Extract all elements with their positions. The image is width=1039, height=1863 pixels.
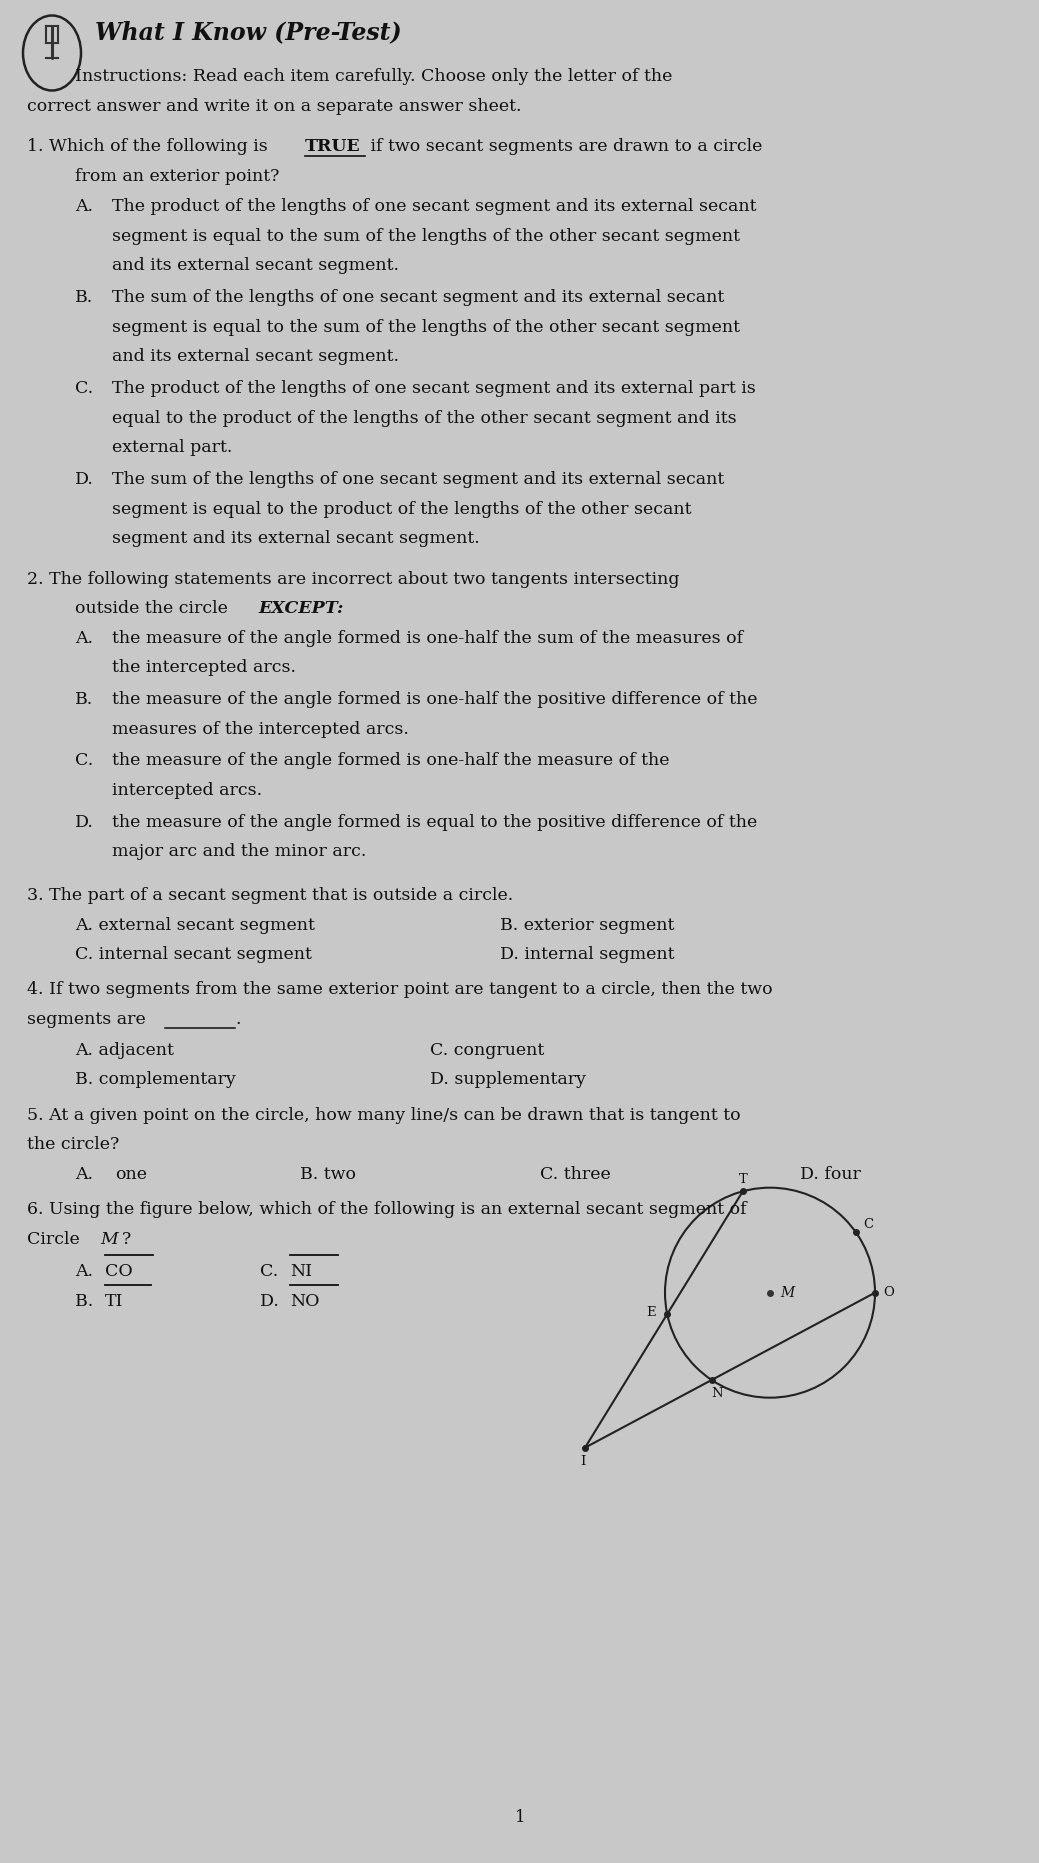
Text: equal to the product of the lengths of the other secant segment and its: equal to the product of the lengths of t…: [112, 410, 737, 427]
Text: the measure of the angle formed is equal to the positive difference of the: the measure of the angle formed is equal…: [112, 814, 757, 831]
Text: Circle: Circle: [27, 1231, 85, 1248]
Text: C. internal secant segment: C. internal secant segment: [75, 946, 312, 963]
Text: What I Know (Pre-Test): What I Know (Pre-Test): [95, 20, 402, 45]
Text: 2. The following statements are incorrect about two tangents intersecting: 2. The following statements are incorrec…: [27, 570, 680, 587]
Text: The product of the lengths of one secant segment and its external part is: The product of the lengths of one secant…: [112, 380, 755, 397]
Text: D.: D.: [75, 471, 94, 488]
Text: C. congruent: C. congruent: [430, 1041, 544, 1058]
Text: outside the circle: outside the circle: [75, 600, 234, 617]
Text: NI: NI: [290, 1263, 312, 1280]
Text: E: E: [646, 1306, 656, 1319]
Text: B.: B.: [75, 289, 94, 306]
Text: I: I: [581, 1455, 586, 1468]
Text: A. adjacent: A. adjacent: [75, 1041, 174, 1058]
Text: A.: A.: [75, 630, 94, 646]
Text: B.: B.: [75, 691, 94, 708]
Text: The product of the lengths of one secant segment and its external secant: The product of the lengths of one secant…: [112, 199, 756, 216]
Text: EXCEPT:: EXCEPT:: [258, 600, 343, 617]
Text: C.: C.: [75, 753, 94, 769]
Text: A.: A.: [75, 199, 94, 216]
Text: N: N: [711, 1388, 722, 1401]
Text: 4. If two segments from the same exterior point are tangent to a circle, then th: 4. If two segments from the same exterio…: [27, 982, 773, 999]
Text: external part.: external part.: [112, 440, 233, 456]
Text: B. two: B. two: [300, 1166, 356, 1183]
Text: C.: C.: [75, 380, 94, 397]
Text: A.: A.: [75, 1263, 99, 1280]
Text: and its external secant segment.: and its external secant segment.: [112, 257, 399, 274]
Text: C. three: C. three: [540, 1166, 611, 1183]
Text: from an exterior point?: from an exterior point?: [75, 168, 279, 184]
Text: The sum of the lengths of one secant segment and its external secant: The sum of the lengths of one secant seg…: [112, 471, 724, 488]
Text: segment and its external secant segment.: segment and its external secant segment.: [112, 531, 480, 548]
Text: B.: B.: [75, 1293, 99, 1310]
Text: the measure of the angle formed is one-half the sum of the measures of: the measure of the angle formed is one-h…: [112, 630, 743, 646]
Text: the intercepted arcs.: the intercepted arcs.: [112, 660, 296, 676]
Text: segment is equal to the product of the lengths of the other secant: segment is equal to the product of the l…: [112, 501, 692, 518]
Text: intercepted arcs.: intercepted arcs.: [112, 782, 262, 799]
Text: .: .: [235, 1012, 240, 1028]
Text: 1. Which of the following is: 1. Which of the following is: [27, 138, 273, 155]
Text: segments are: segments are: [27, 1012, 145, 1028]
Text: B. exterior segment: B. exterior segment: [500, 917, 674, 933]
Text: M: M: [780, 1285, 794, 1300]
Text: B. complementary: B. complementary: [75, 1071, 236, 1088]
Text: one: one: [115, 1166, 146, 1183]
Text: C.: C.: [260, 1263, 284, 1280]
Text: 5. At a given point on the circle, how many line/s can be drawn that is tangent : 5. At a given point on the circle, how m…: [27, 1107, 741, 1123]
Text: A. external secant segment: A. external secant segment: [75, 917, 315, 933]
Text: 3. The part of a secant segment that is outside a circle.: 3. The part of a secant segment that is …: [27, 887, 513, 904]
Text: the circle?: the circle?: [27, 1136, 119, 1153]
Text: 6. Using the figure below, which of the following is an external secant segment : 6. Using the figure below, which of the …: [27, 1202, 747, 1218]
Text: D. four: D. four: [800, 1166, 861, 1183]
Text: 1: 1: [514, 1809, 526, 1826]
Text: CO: CO: [105, 1263, 133, 1280]
Text: correct answer and write it on a separate answer sheet.: correct answer and write it on a separat…: [27, 99, 522, 116]
Text: O: O: [883, 1285, 895, 1299]
Text: A.: A.: [75, 1166, 94, 1183]
Text: segment is equal to the sum of the lengths of the other secant segment: segment is equal to the sum of the lengt…: [112, 319, 740, 335]
Text: T: T: [739, 1172, 747, 1185]
Text: TRUE: TRUE: [305, 138, 361, 155]
Text: major arc and the minor arc.: major arc and the minor arc.: [112, 844, 367, 861]
Text: Instructions: Read each item carefully. Choose only the letter of the: Instructions: Read each item carefully. …: [75, 69, 672, 86]
Text: and its external secant segment.: and its external secant segment.: [112, 348, 399, 365]
Text: M: M: [100, 1231, 117, 1248]
Text: ?: ?: [122, 1231, 131, 1248]
Text: NO: NO: [290, 1293, 320, 1310]
Text: C: C: [863, 1218, 873, 1231]
Text: the measure of the angle formed is one-half the positive difference of the: the measure of the angle formed is one-h…: [112, 691, 757, 708]
Text: D.: D.: [75, 814, 94, 831]
Text: the measure of the angle formed is one-half the measure of the: the measure of the angle formed is one-h…: [112, 753, 669, 769]
Text: measures of the intercepted arcs.: measures of the intercepted arcs.: [112, 721, 409, 738]
Text: if two secant segments are drawn to a circle: if two secant segments are drawn to a ci…: [365, 138, 763, 155]
Text: D. internal segment: D. internal segment: [500, 946, 674, 963]
Text: D.: D.: [260, 1293, 285, 1310]
Text: segment is equal to the sum of the lengths of the other secant segment: segment is equal to the sum of the lengt…: [112, 227, 740, 244]
Text: D. supplementary: D. supplementary: [430, 1071, 586, 1088]
Text: The sum of the lengths of one secant segment and its external secant: The sum of the lengths of one secant seg…: [112, 289, 724, 306]
Text: TI: TI: [105, 1293, 124, 1310]
